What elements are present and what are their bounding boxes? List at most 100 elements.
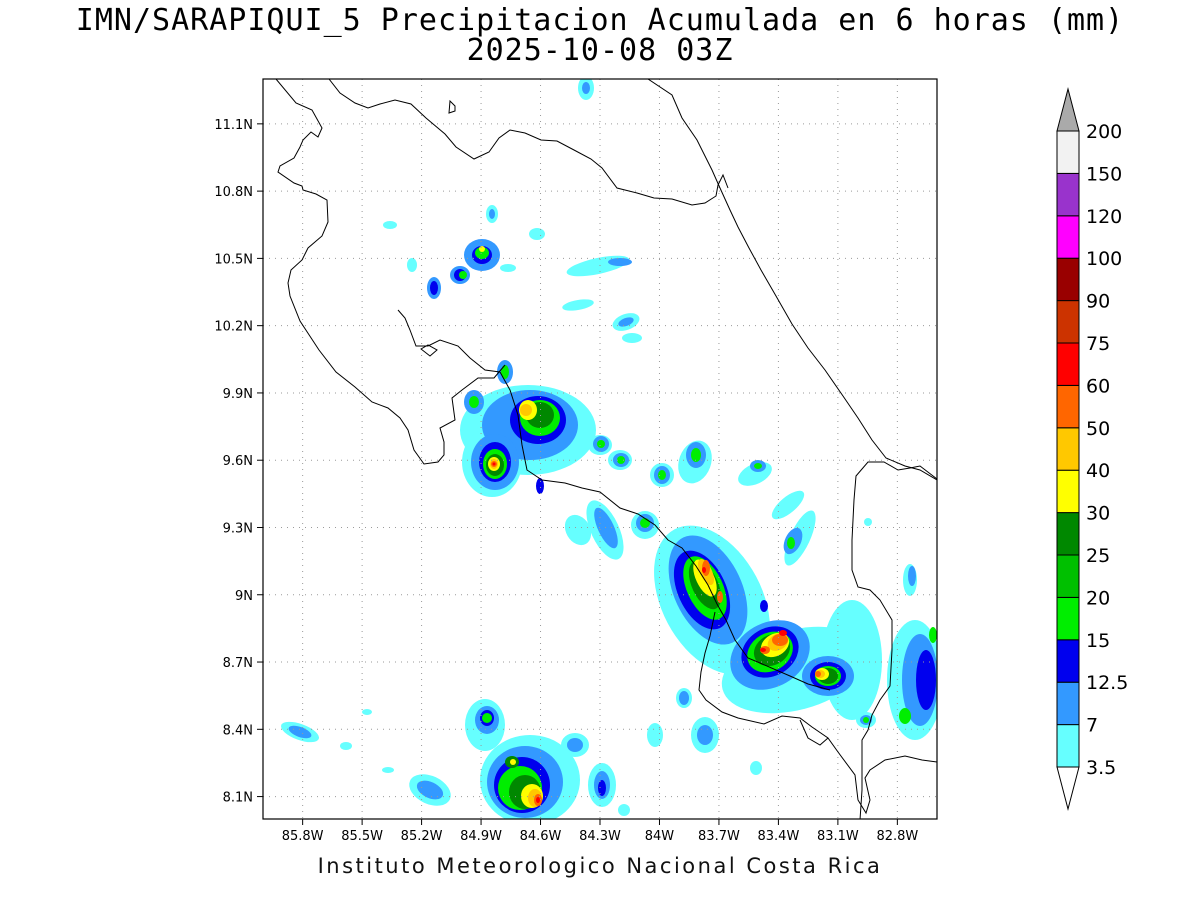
colorbar-under-triangle [1056,766,1080,811]
lat-tick-label: 10.5N [214,252,253,267]
colorbar-label: 60 [1086,375,1110,397]
latitude-axis: 8.1N 8.4N 8.7N 9N 9.3N 9.6N 9.9N 10.2N 10.5N 10.8… [214,118,263,806]
lon-tick-label: 85.5W [341,829,383,844]
colorbar-label: 120 [1086,206,1122,228]
rain-area [702,567,706,573]
footer-credit: Instituto Meteorologico Nacional Costa R… [317,854,883,878]
colorbar-label: 7 [1086,715,1098,737]
rain-area [479,246,485,252]
colorbar-label: 12.5 [1086,672,1128,694]
rain-area [510,759,516,765]
country-border [499,371,831,691]
rain-area [564,514,592,546]
rain-area [536,797,540,803]
rain-area [754,463,762,469]
colorbar-label: 75 [1086,333,1110,355]
colorbar-label: 25 [1086,545,1110,567]
coastline [275,79,506,465]
rain-area [459,271,467,279]
rain-area [815,671,821,677]
colorbar-label: 3.5 [1086,757,1116,779]
lat-tick-label: 8.7N [223,656,253,671]
colorbar-swatch [1056,215,1080,259]
rain-area [618,317,634,327]
lake-outline [328,79,729,206]
rain-area [929,627,937,643]
rain-area [697,725,713,745]
rain-area [501,365,509,379]
rain-area [529,228,545,240]
colorbar-label: 20 [1086,587,1110,609]
rain-area [717,591,723,603]
rain-area [288,725,312,739]
colorbar-swatch [1056,596,1080,641]
rain-area [383,221,397,229]
rain-area [362,709,372,715]
rain-area [622,333,642,343]
rain-area [598,780,606,796]
rain-area [679,691,689,705]
coastline [799,719,829,746]
map-valid-time: 2025-10-08 03Z [466,33,734,68]
colorbar-swatch [1056,130,1080,174]
rain-area [520,404,532,416]
island-outline [420,344,438,357]
lon-tick-label: 85.8W [282,829,324,844]
rain-area [475,247,489,259]
rain-area [382,767,394,773]
colorbar: 3.5 7 12.5 15 20 25 30 40 50 60 75 90 100 120 150 200 [1056,87,1128,811]
map-title: IMN/SARAPIQUI_5 Precipitacion Acumulada … [75,3,1125,38]
colorbar-swatch [1056,681,1080,726]
precipitation-field [281,79,937,819]
colorbar-label: 50 [1086,418,1110,440]
lat-tick-label: 8.4N [223,723,253,738]
map-grid [263,79,937,819]
colorbar-swatch [1056,384,1080,429]
lat-tick-label: 8.1N [223,791,253,806]
rain-area [597,440,605,448]
rain-area [416,780,444,800]
coastline [397,309,501,373]
colorbar-swatch [1056,342,1080,386]
rain-area [760,600,768,612]
colorbar-swatch [1056,554,1080,598]
colorbar-swatch [1056,172,1080,217]
rain-area [772,634,788,646]
lon-tick-label: 83.1W [817,829,859,844]
colorbar-label: 150 [1086,163,1122,185]
island-outline [448,99,456,114]
rain-area [430,281,438,295]
colorbar-swatch [1056,639,1080,683]
colorbar-swatch [1056,427,1080,471]
colorbar-swatch [1056,469,1080,514]
colorbar-label: 100 [1086,248,1122,270]
longitude-axis: 85.8W 85.5W 85.2W 84.9W 84.6W 84.3W 84W 83.7W 83… [282,819,918,844]
lat-tick-label: 9.3N [223,521,253,536]
lon-tick-label: 84.6W [520,829,562,844]
colorbar-swatch [1056,300,1080,344]
lon-tick-label: 84.3W [579,829,621,844]
lat-tick-label: 10.2N [214,320,253,335]
colorbar-swatch [1056,512,1080,556]
lat-tick-label: 9.9N [223,387,253,402]
coastlines [275,79,937,819]
rain-area [864,518,872,526]
coastline [647,79,937,481]
country-border [851,461,937,819]
lon-tick-label: 83.7W [698,829,740,844]
rain-area [469,396,479,408]
rain-area [899,708,911,724]
rain-area [482,713,492,723]
colorbar-label: 30 [1086,503,1110,525]
rain-area [618,804,630,816]
colorbar-swatch [1056,257,1080,302]
rain-area [760,648,766,652]
rain-area [340,742,352,750]
colorbar-swatch [1056,724,1080,768]
lat-tick-label: 11.1N [214,118,253,133]
rain-area [500,264,516,272]
lon-tick-label: 84W [645,829,675,844]
rain-area [566,255,630,277]
rain-area [863,717,869,723]
